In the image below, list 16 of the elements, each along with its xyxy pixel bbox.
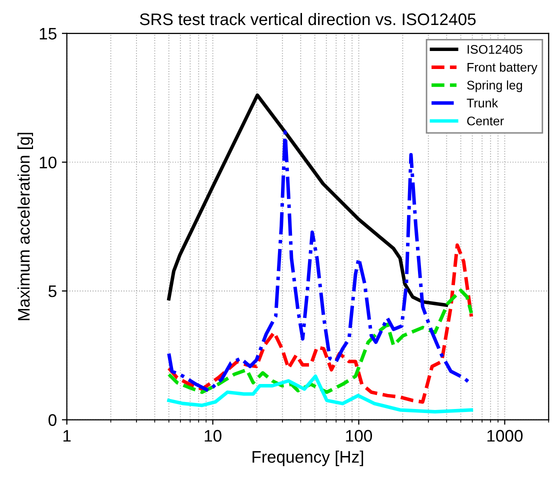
legend-label: ISO12405 — [468, 44, 522, 54]
legend-label: Spring leg — [467, 80, 522, 92]
y-tick-label: 10 — [40, 156, 56, 168]
x-tick-label: 1000 — [487, 430, 523, 442]
legend-label: Front battery — [468, 62, 538, 74]
x-tick-label: 100 — [346, 430, 372, 442]
x-axis-title: Frequency [Hz] — [252, 450, 364, 466]
legend-label: Center — [467, 116, 504, 126]
chart-title: SRS test track vertical direction vs. ISO12405 — [140, 12, 476, 26]
y-tick-label: 5 — [48, 286, 56, 298]
y-tick-label: 0 — [48, 414, 56, 426]
x-tick-label: 10 — [204, 430, 222, 442]
y-tick-label: 15 — [40, 28, 56, 40]
legend-label: Trunk — [466, 98, 498, 108]
x-tick-label: 1 — [63, 430, 71, 442]
y-axis-title: Maximum acceleration [g] — [17, 132, 34, 320]
